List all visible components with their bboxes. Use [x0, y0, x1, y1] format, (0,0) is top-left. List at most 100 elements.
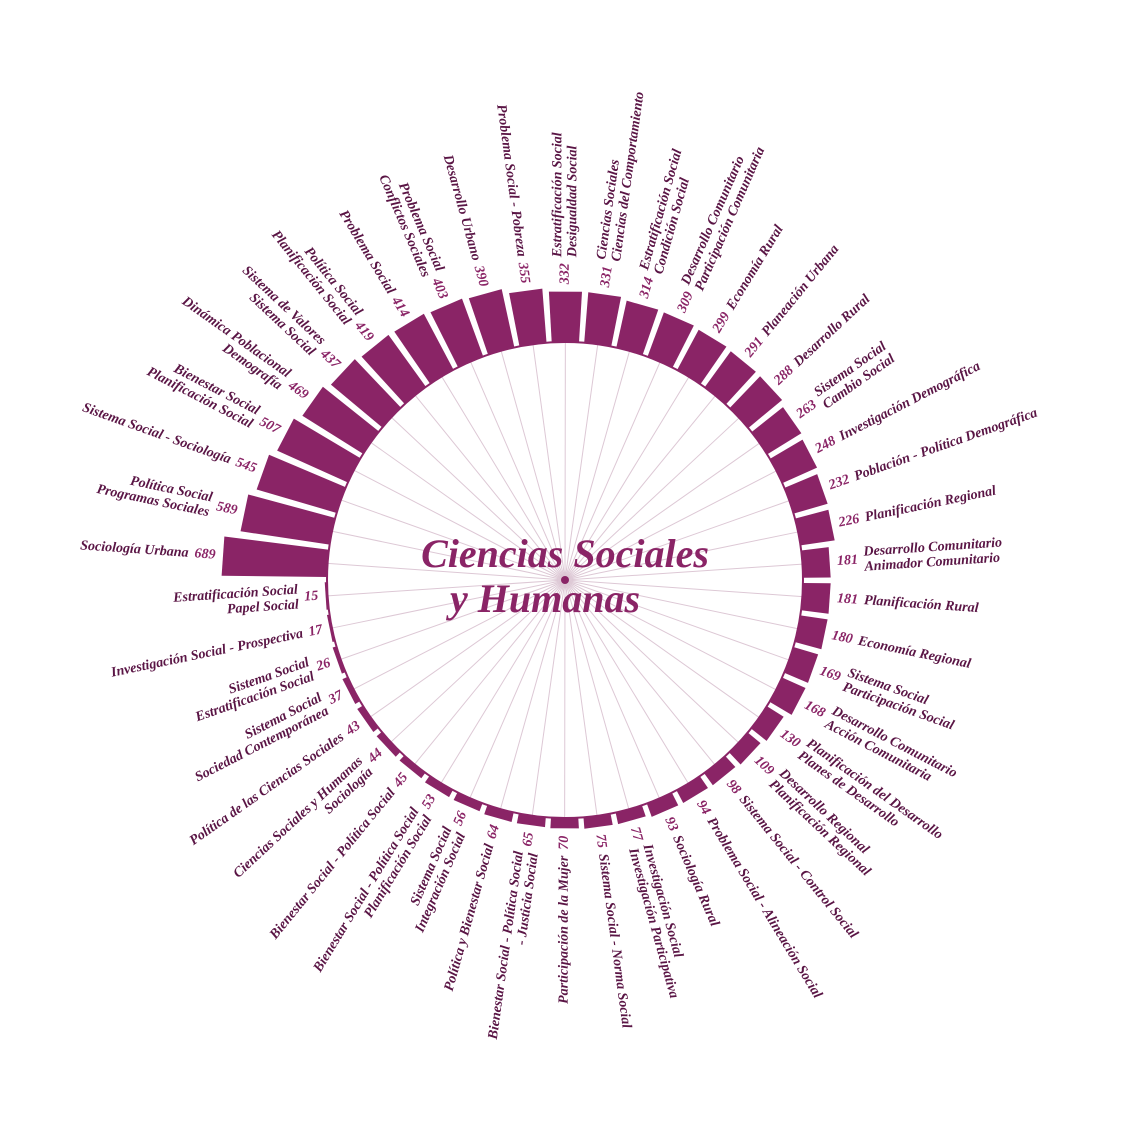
- value-label: 299: [709, 310, 733, 337]
- bar: [399, 755, 426, 779]
- value-label: 419: [351, 318, 377, 345]
- spoke: [327, 579, 566, 597]
- value-label: 64: [485, 823, 503, 841]
- category-label: Desarrollo Urbano: [439, 152, 483, 262]
- category-label: Desigualdad Social: [565, 145, 580, 258]
- spoke: [564, 579, 777, 691]
- bar-label: 232 Población - Política Demográfica: [826, 406, 1040, 494]
- bar: [676, 776, 708, 803]
- bar: [729, 376, 783, 429]
- bar: [376, 731, 401, 757]
- spoke: [564, 579, 689, 784]
- bar: [794, 509, 835, 546]
- category-label: Papel Social: [227, 598, 300, 618]
- category-label: Sociología Urbana: [80, 538, 189, 561]
- value-label: 94: [693, 798, 713, 818]
- bar: [256, 454, 346, 513]
- category-label: Problema Social - Pobreza: [493, 103, 529, 257]
- bar: [616, 300, 659, 356]
- value-label: 65: [520, 831, 537, 847]
- spoke: [564, 500, 790, 581]
- spoke: [390, 579, 566, 743]
- value-label: 109: [751, 753, 777, 778]
- bar: [330, 359, 401, 428]
- spoke: [331, 579, 566, 629]
- bar: [704, 755, 736, 786]
- spoke: [564, 579, 740, 744]
- bar: [240, 494, 336, 545]
- bar: [332, 646, 346, 674]
- value-label: 93: [661, 815, 680, 834]
- value-label: 309: [674, 290, 697, 316]
- spoke: [532, 344, 566, 581]
- value-label: 314: [637, 276, 657, 301]
- bar-label: 355 Problema Social - Pobreza: [493, 103, 532, 284]
- category-label: Estratificación Social: [550, 132, 565, 258]
- bar: [801, 547, 831, 578]
- bar: [277, 418, 361, 483]
- spoke: [564, 470, 777, 581]
- value-label: 414: [388, 293, 412, 320]
- spoke: [353, 579, 566, 690]
- value-label: 17: [307, 622, 325, 640]
- value-label: 437: [316, 346, 343, 373]
- bar: [357, 705, 379, 732]
- value-label: 43: [343, 718, 364, 739]
- spoke: [564, 442, 760, 581]
- bar: [342, 676, 361, 705]
- value-label: 331: [598, 265, 616, 289]
- spoke: [414, 579, 566, 765]
- spoke: [564, 417, 740, 581]
- bar: [550, 817, 579, 829]
- spoke: [564, 376, 690, 581]
- value-label: 332: [558, 263, 573, 285]
- spoke: [564, 579, 790, 661]
- spoke: [564, 579, 598, 816]
- value-label: 248: [812, 434, 838, 457]
- category-label: Economía Regional: [856, 634, 972, 672]
- spoke: [564, 395, 716, 581]
- bar: [424, 775, 453, 798]
- value-label: 70: [557, 836, 572, 850]
- value-label: 37: [325, 688, 346, 709]
- category-label: Economía Rural: [723, 223, 786, 314]
- spoke: [564, 361, 661, 581]
- bar: [794, 615, 828, 650]
- spoke: [331, 530, 566, 581]
- value-label: 507: [257, 415, 283, 438]
- bar: [615, 805, 646, 825]
- spoke: [564, 579, 803, 598]
- bar: [584, 292, 622, 347]
- spoke: [500, 350, 566, 581]
- spoke: [370, 579, 566, 718]
- spoke: [390, 416, 566, 581]
- spoke: [441, 376, 566, 581]
- bar: [647, 312, 694, 368]
- spoke: [564, 579, 660, 799]
- bar: [453, 792, 483, 812]
- bar: [509, 288, 547, 347]
- bar: [784, 474, 828, 514]
- bar: [302, 386, 379, 454]
- category-label: Sociología Rural: [669, 833, 722, 929]
- bar: [769, 439, 818, 484]
- bar: [326, 614, 336, 643]
- bar: [801, 582, 831, 614]
- spoke: [370, 442, 566, 581]
- chart-title: y Humanas: [446, 576, 640, 621]
- bar: [769, 677, 806, 715]
- value-label: 44: [364, 746, 385, 767]
- category-label: Planificación Rural: [863, 593, 979, 616]
- value-label: 263: [793, 397, 820, 422]
- chart-title: Ciencias Sociales: [421, 531, 709, 576]
- bar: [221, 536, 329, 578]
- value-label: 403: [428, 275, 451, 301]
- value-label: 180: [830, 628, 854, 647]
- bar: [548, 291, 582, 343]
- spoke: [564, 344, 599, 581]
- value-label: 181: [837, 591, 859, 607]
